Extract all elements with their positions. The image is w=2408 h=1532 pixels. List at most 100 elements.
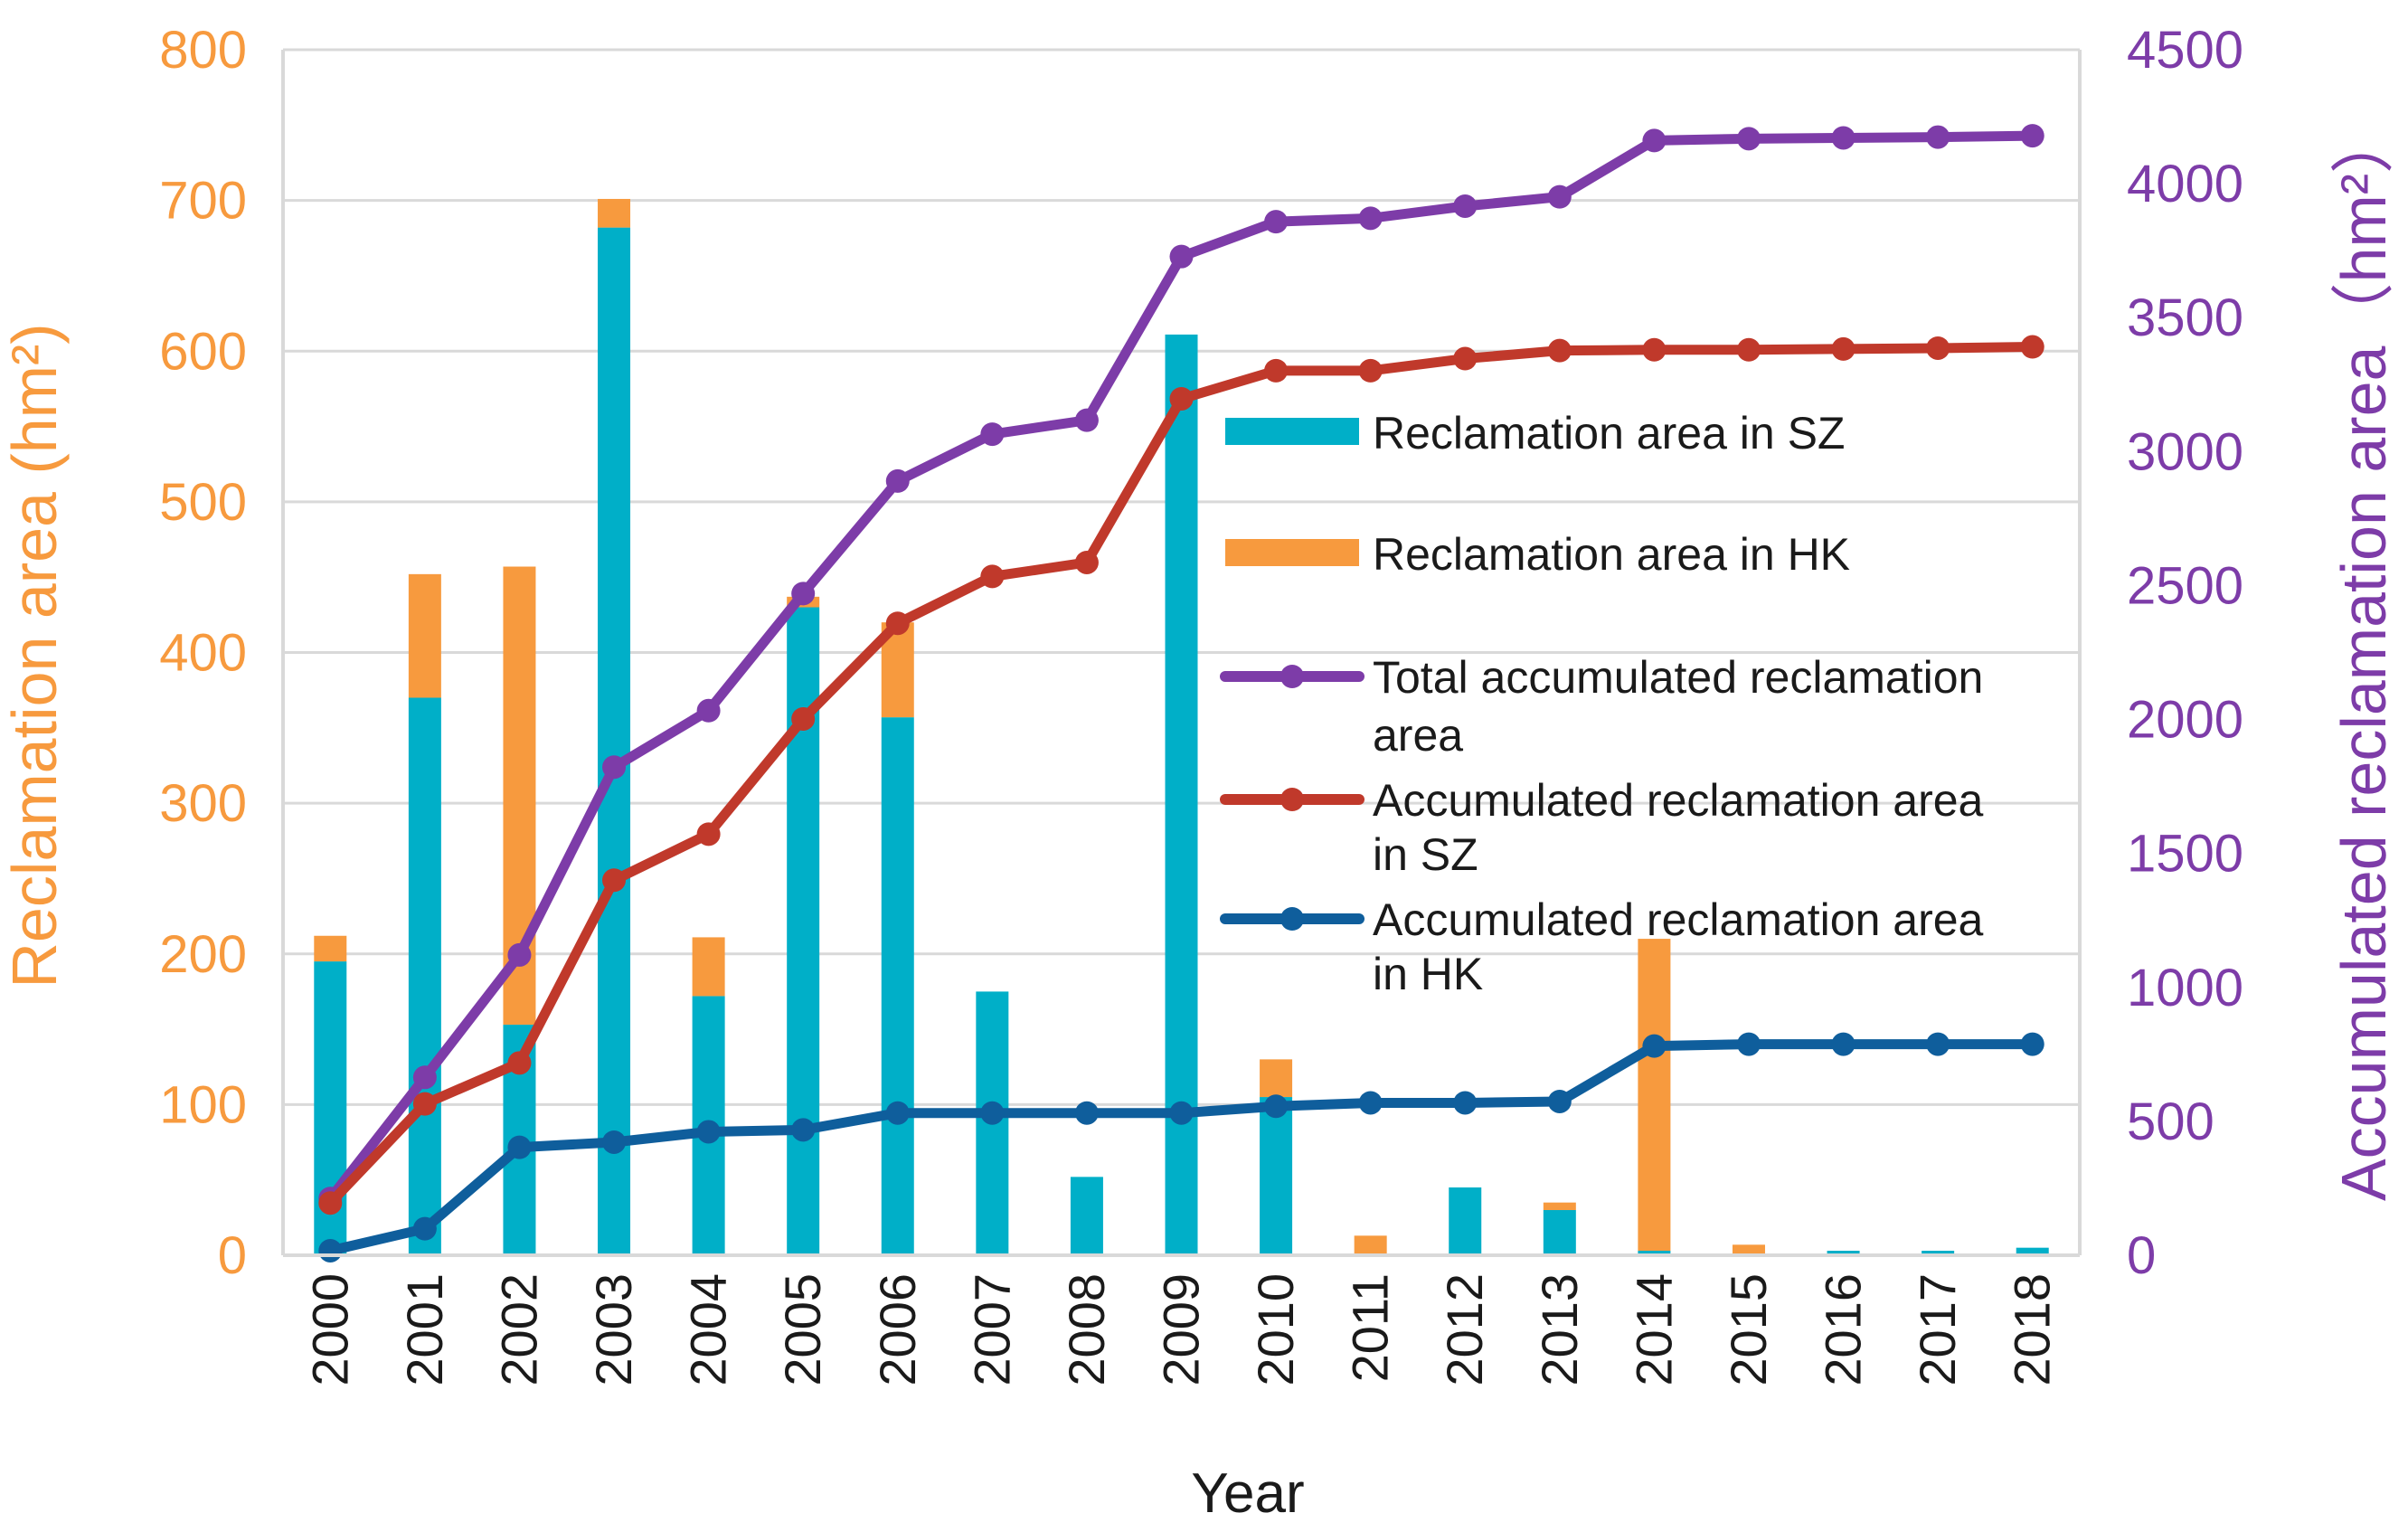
legend-label-sz-line-cont: in SZ — [1373, 829, 1478, 880]
legend-label-total-line-cont: area — [1373, 710, 1463, 761]
series-point-1 — [1074, 550, 1099, 574]
series-point-0 — [1169, 244, 1194, 269]
y-left-tick-label: 800 — [159, 21, 247, 80]
legend-label-hk-line: Accumulated reclamation area — [1373, 894, 1984, 945]
series-point-2 — [1453, 1091, 1478, 1115]
bar-sz — [1070, 1177, 1103, 1255]
series-point-2 — [1926, 1032, 1950, 1056]
series-point-2 — [885, 1101, 910, 1125]
series-point-1 — [507, 1051, 532, 1075]
series-point-1 — [602, 868, 627, 893]
y-left-tick-label: 200 — [159, 925, 247, 984]
series-point-1 — [980, 564, 1005, 589]
x-tick-label: 2012 — [1436, 1273, 1493, 1386]
series-point-2 — [318, 1238, 343, 1262]
series-point-1 — [1642, 337, 1667, 362]
y-axis-right-title: Accumulated reclamation area（hm²） — [2328, 110, 2399, 1201]
series-point-2 — [412, 1216, 437, 1241]
series-point-0 — [980, 422, 1005, 447]
series-point-0 — [1547, 184, 1572, 209]
series-point-2 — [791, 1118, 816, 1142]
bar-hk — [314, 935, 347, 962]
bar-hk — [692, 937, 725, 997]
y-left-tick-label: 0 — [218, 1226, 247, 1285]
x-tick-label: 2011 — [1342, 1273, 1399, 1382]
x-tick-label: 2009 — [1153, 1273, 1210, 1386]
y-right-tick-label: 4000 — [2127, 155, 2243, 213]
y-axis-left-title: Reclamation area (hm²) — [0, 323, 70, 988]
series-point-2 — [1736, 1032, 1761, 1056]
y-left-tick-label: 500 — [159, 473, 247, 532]
series-point-1 — [1264, 358, 1289, 383]
bar-sz — [1827, 1251, 1860, 1255]
bar-sz — [881, 717, 914, 1255]
x-tick-label: 2005 — [774, 1273, 831, 1386]
y-right-tick-label: 3000 — [2127, 422, 2243, 481]
series-point-2 — [602, 1130, 627, 1154]
x-tick-label: 2007 — [963, 1273, 1020, 1386]
bar-sz — [2016, 1247, 2049, 1255]
series-point-0 — [602, 755, 627, 780]
x-tick-label: 2016 — [1815, 1273, 1872, 1386]
y-right-tick-label: 2500 — [2127, 556, 2243, 615]
y-right-tick-label: 500 — [2127, 1092, 2214, 1151]
series-point-2 — [2020, 1032, 2044, 1056]
legend-swatch-sz-bar — [1225, 418, 1359, 445]
x-tick-label: 2006 — [869, 1273, 926, 1386]
series-point-1 — [696, 822, 721, 846]
y-right-tick-label: 2000 — [2127, 691, 2243, 750]
bar-hk — [1732, 1244, 1765, 1255]
bar-sz — [598, 227, 631, 1256]
y-right-tick-label: 1500 — [2127, 825, 2243, 884]
x-tick-label: 2001 — [396, 1273, 453, 1386]
series-point-0 — [791, 582, 816, 606]
bar-hk — [1354, 1235, 1387, 1255]
y-left-tick-label: 100 — [159, 1075, 247, 1134]
legend-label-sz-line: Accumulated reclamation area — [1373, 775, 1984, 826]
series-point-1 — [1169, 386, 1194, 411]
y-right-tick-label: 3500 — [2127, 288, 2243, 347]
series-point-1 — [1736, 337, 1761, 362]
series-point-1 — [791, 706, 816, 731]
bar-sz — [1638, 1251, 1671, 1255]
x-tick-label: 2014 — [1625, 1273, 1682, 1386]
series-point-0 — [1642, 128, 1667, 153]
bar-hk — [1543, 1202, 1576, 1211]
series-point-1 — [412, 1092, 437, 1116]
y-left-tick-label: 300 — [159, 774, 247, 833]
x-tick-label: 2013 — [1531, 1273, 1588, 1386]
series-point-2 — [1264, 1094, 1289, 1119]
x-tick-label: 2002 — [490, 1273, 547, 1386]
bar-sz — [408, 697, 441, 1255]
x-tick-label: 2003 — [585, 1273, 642, 1386]
series-point-0 — [412, 1065, 437, 1090]
series-point-0 — [885, 468, 910, 493]
series-point-1 — [1547, 338, 1572, 363]
series-point-0 — [1926, 125, 1950, 149]
x-tick-label: 2018 — [2004, 1273, 2061, 1386]
x-tick-label: 2000 — [301, 1273, 358, 1386]
series-point-0 — [1264, 210, 1289, 234]
series-point-1 — [1453, 346, 1478, 371]
series-point-2 — [1642, 1034, 1667, 1058]
series-point-0 — [507, 942, 532, 967]
axes-layer: 0 100 200 300 400 500 600 700 800 0 500 1000 1500 200… — [159, 21, 2243, 1386]
x-tick-label: 2010 — [1247, 1273, 1304, 1386]
y-left-tick-label: 600 — [159, 322, 247, 381]
series-point-1 — [2020, 335, 2044, 359]
bar-sz — [1260, 1097, 1293, 1255]
legend-swatch-hk-bar — [1225, 539, 1359, 566]
legend-label-sz-bar: Reclamation area in SZ — [1373, 408, 1845, 459]
series-point-1 — [1358, 358, 1383, 383]
legend: Reclamation area in SZ Reclamation area … — [1220, 408, 1984, 999]
lines-layer — [318, 124, 2044, 1262]
legend-label-hk-line-cont: in HK — [1373, 949, 1483, 999]
series-point-2 — [1074, 1101, 1099, 1125]
legend-marker-total-line — [1280, 665, 1304, 688]
x-tick-label: 2004 — [680, 1273, 737, 1386]
series-point-2 — [1169, 1101, 1194, 1125]
series-point-0 — [2020, 124, 2044, 148]
y-right-tick-label: 1000 — [2127, 959, 2243, 1017]
bar-hk — [1260, 1059, 1293, 1098]
